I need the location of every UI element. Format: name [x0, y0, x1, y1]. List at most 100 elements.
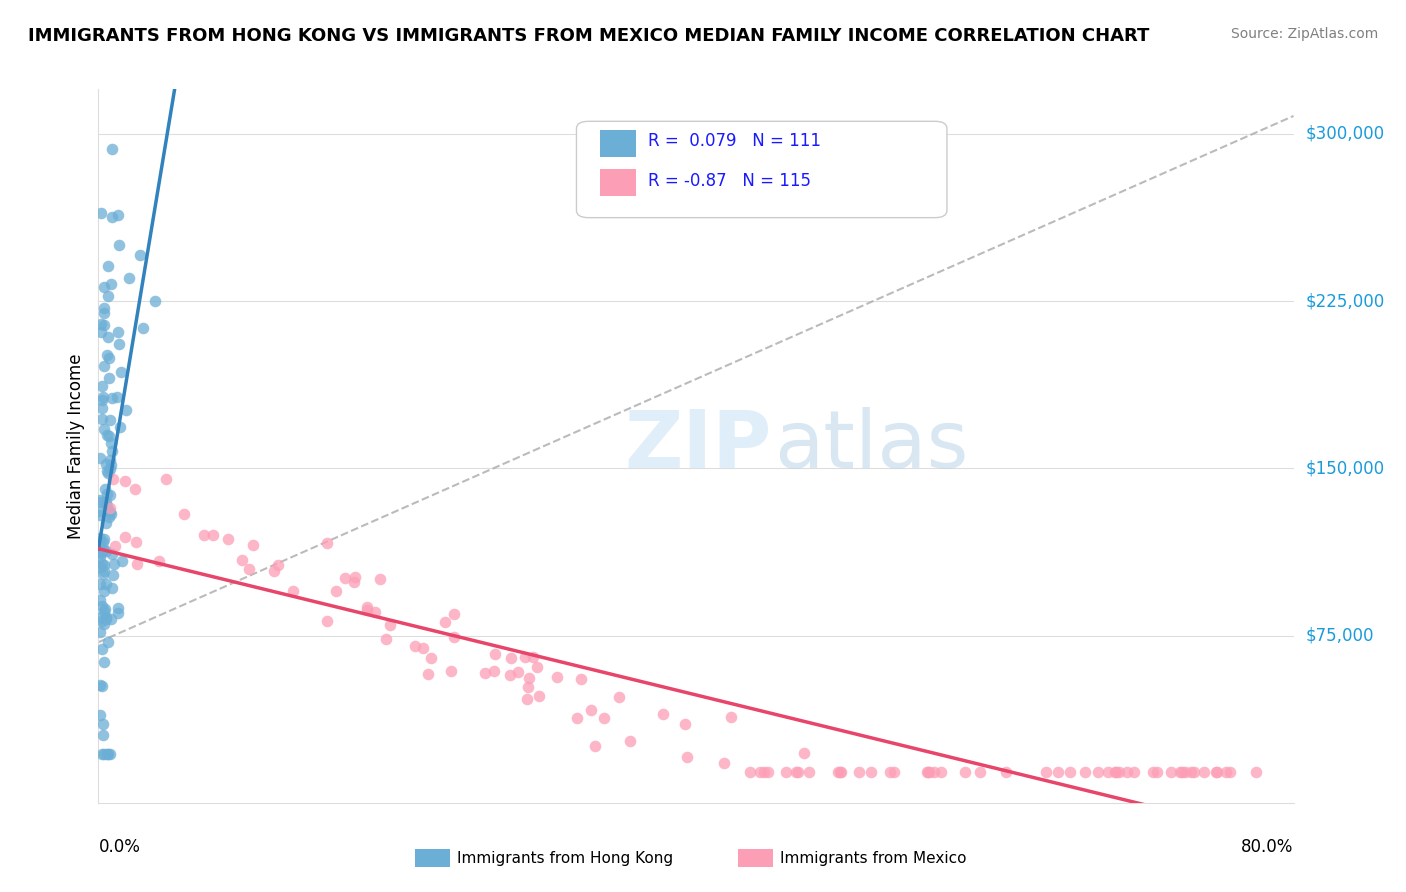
Point: [94, 458, 117, 472]
Point: [89, 451, 111, 466]
Point: [651, 707, 673, 722]
Point: [105, 390, 128, 404]
Point: [673, 716, 696, 731]
Point: [89, 625, 111, 640]
Point: [364, 606, 387, 620]
Point: [879, 764, 901, 779]
Point: [569, 672, 592, 686]
Point: [316, 536, 339, 550]
Point: [1244, 764, 1267, 779]
Point: [107, 238, 129, 252]
Point: [1074, 764, 1097, 779]
Point: [97, 429, 120, 443]
Point: [100, 142, 122, 156]
Point: [91, 728, 114, 742]
Point: [420, 650, 443, 665]
Point: [90, 326, 112, 340]
Point: [93, 617, 115, 632]
Point: [91, 599, 114, 614]
Point: [343, 574, 366, 589]
Point: [97, 289, 120, 303]
Point: [110, 365, 132, 379]
Point: [1097, 764, 1119, 779]
Point: [592, 711, 614, 725]
Point: [412, 641, 434, 656]
Point: [97, 635, 120, 649]
Point: [96, 499, 118, 513]
Point: [100, 507, 122, 521]
Point: [238, 562, 260, 576]
Point: [100, 747, 122, 761]
Point: [91, 717, 114, 731]
Text: R =  0.079   N = 111: R = 0.079 N = 111: [648, 132, 821, 150]
Point: [93, 301, 115, 315]
Point: [1046, 764, 1069, 779]
Point: [90, 317, 112, 331]
Point: [217, 532, 239, 546]
Point: [474, 665, 496, 680]
Point: [404, 640, 426, 654]
Point: [117, 271, 139, 285]
Text: $300,000: $300,000: [1306, 125, 1385, 143]
Point: [93, 655, 115, 669]
Point: [1205, 764, 1227, 779]
Point: [103, 557, 125, 571]
Point: [1104, 764, 1126, 779]
Point: [517, 671, 540, 685]
Point: [90, 206, 112, 220]
Point: [93, 359, 115, 373]
Text: IMMIGRANTS FROM HONG KONG VS IMMIGRANTS FROM MEXICO MEDIAN FAMILY INCOME CORRELA: IMMIGRANTS FROM HONG KONG VS IMMIGRANTS …: [28, 27, 1150, 45]
Text: $75,000: $75,000: [1306, 626, 1374, 645]
Point: [917, 764, 939, 779]
Point: [96, 516, 118, 530]
Point: [443, 630, 465, 644]
Point: [96, 747, 118, 761]
Point: [89, 707, 111, 722]
Point: [94, 482, 117, 496]
Point: [1171, 764, 1194, 779]
Point: [583, 739, 606, 753]
Point: [89, 531, 111, 545]
Point: [786, 764, 808, 779]
Point: [98, 487, 121, 501]
Point: [827, 764, 849, 779]
Point: [104, 539, 127, 553]
Point: [1059, 764, 1081, 779]
Point: [316, 615, 339, 629]
Text: R = -0.87   N = 115: R = -0.87 N = 115: [648, 171, 811, 189]
Point: [565, 711, 588, 725]
Point: [93, 558, 115, 572]
Point: [91, 379, 114, 393]
Point: [155, 472, 177, 486]
Point: [96, 464, 118, 478]
Point: [101, 210, 124, 224]
Point: [484, 647, 506, 661]
Point: [101, 547, 124, 561]
Point: [91, 641, 114, 656]
Point: [91, 542, 114, 557]
Text: $150,000: $150,000: [1306, 459, 1385, 477]
Point: [263, 564, 285, 578]
Point: [97, 504, 120, 518]
Text: 0.0%: 0.0%: [98, 838, 141, 856]
Point: [1146, 764, 1168, 779]
Point: [515, 650, 537, 665]
Point: [193, 528, 215, 542]
Point: [1122, 764, 1144, 779]
Point: [91, 411, 114, 425]
Point: [97, 747, 120, 761]
Point: [173, 507, 195, 521]
Text: Immigrants from Hong Kong: Immigrants from Hong Kong: [457, 851, 673, 865]
Point: [378, 618, 401, 632]
Point: [91, 557, 114, 571]
Point: [94, 602, 117, 616]
Bar: [600, 169, 637, 196]
Point: [93, 318, 115, 332]
Point: [785, 764, 807, 779]
Point: [89, 577, 111, 591]
Text: 80.0%: 80.0%: [1241, 838, 1294, 856]
Point: [830, 764, 852, 779]
Point: [1108, 764, 1130, 779]
Point: [97, 370, 120, 384]
Point: [516, 680, 538, 694]
